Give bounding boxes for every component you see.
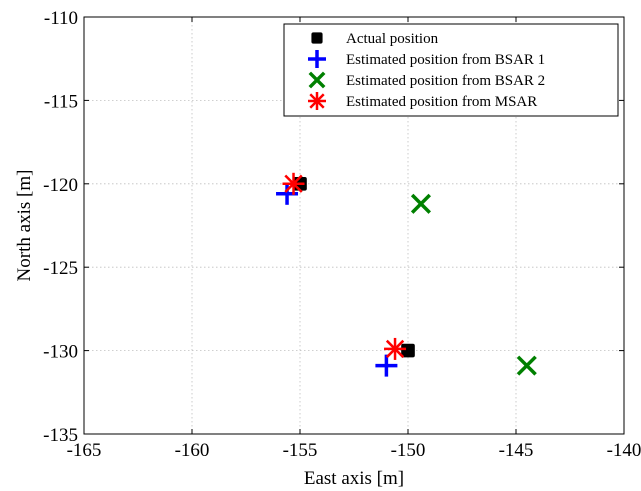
point-square xyxy=(401,343,415,358)
x-tick-label: -140 xyxy=(607,440,641,461)
x-axis-label: East axis [m] xyxy=(304,468,404,489)
y-tick-label: -110 xyxy=(44,8,78,29)
x-tick-label: -145 xyxy=(499,440,534,461)
tick-labels: -165 -160 -155 -150 -145 -140 -110 -115 -120 -125… xyxy=(43,8,641,461)
legend-box xyxy=(283,23,619,117)
legend: Actual position Estimated position from B… xyxy=(283,23,619,117)
legend-label: Actual position xyxy=(346,31,439,47)
legend-marker-asterisk xyxy=(308,92,326,110)
y-tick-label: -125 xyxy=(43,258,78,279)
legend-marker-x xyxy=(308,71,326,89)
data-points xyxy=(276,172,537,377)
point-asterisk xyxy=(282,172,305,195)
point-x xyxy=(516,355,537,376)
plot-frame xyxy=(83,16,625,435)
legend-marker-square xyxy=(311,32,323,44)
y-tick-label: -135 xyxy=(43,425,78,446)
x-tick-label: -150 xyxy=(391,440,426,461)
y-tick-label: -120 xyxy=(43,175,78,196)
legend-label: Estimated position from BSAR 1 xyxy=(346,52,545,68)
y-tick-label: -130 xyxy=(43,342,78,363)
point-asterisk xyxy=(384,337,407,360)
y-tick-label: -115 xyxy=(44,91,78,112)
y-axis-label: North axis [m] xyxy=(14,170,35,282)
point-plus xyxy=(375,354,398,377)
x-tick-label: -155 xyxy=(283,440,318,461)
x-tick-label: -160 xyxy=(175,440,210,461)
legend-label: Estimated position from BSAR 2 xyxy=(346,73,545,89)
point-x xyxy=(410,193,431,214)
legend-label: Estimated position from MSAR xyxy=(346,94,537,110)
legend-marker-plus xyxy=(308,50,326,68)
x-tick-label: -165 xyxy=(67,440,102,461)
axis-ticks xyxy=(83,16,625,435)
